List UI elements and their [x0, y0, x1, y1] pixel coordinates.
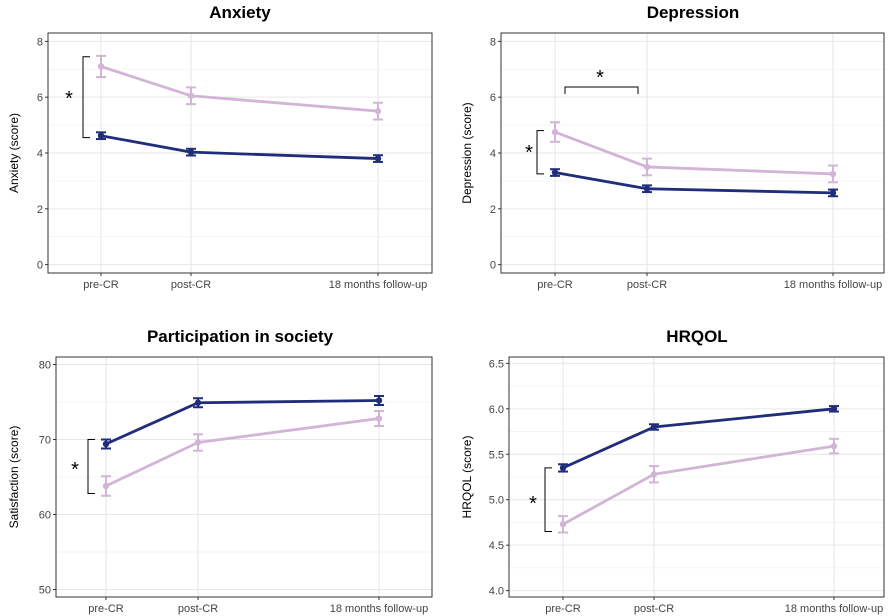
x-tick-label: 18 months follow-up: [784, 279, 882, 291]
series-line-1: [562, 444, 835, 526]
data-point: [650, 471, 658, 478]
series-line-2: [100, 134, 379, 160]
y-tick-label: 4: [37, 148, 43, 160]
data-point: [187, 92, 195, 99]
y-axis-label: Anxiety (score): [7, 113, 21, 193]
x-tick-label: post-CR: [627, 279, 667, 291]
data-point: [374, 155, 382, 162]
chart-title: Depression: [647, 3, 740, 22]
chart-title: HRQOL: [666, 327, 727, 346]
y-axis-label: Satisfaction (score): [7, 426, 21, 529]
data-point: [551, 128, 559, 136]
x-tick-label: post-CR: [171, 279, 211, 291]
series-line-1: [100, 65, 379, 113]
x-tick-label: post-CR: [178, 603, 218, 615]
data-point: [559, 464, 567, 472]
significance-bracket: [82, 56, 90, 139]
significance-star: *: [65, 88, 73, 110]
x-tick-label: pre-CR: [537, 279, 573, 291]
chart-panel-4: HRQOL HRQOL (score) 4.0 4.5 5.0 5.5 6.0 6.5 pre-…: [460, 327, 885, 615]
data-point: [194, 399, 202, 406]
series-line-2: [554, 171, 834, 195]
data-point: [102, 440, 110, 448]
data-point: [830, 442, 838, 450]
y-tick-label: 4: [490, 148, 496, 160]
significance-star: *: [529, 493, 537, 515]
data-point: [559, 521, 567, 528]
data-point: [829, 170, 837, 178]
significance-star: *: [525, 142, 533, 164]
x-tick-label: post-CR: [634, 603, 674, 615]
y-tick-label: 6: [490, 92, 496, 104]
x-tick-label: 18 months follow-up: [330, 603, 428, 615]
y-tick-label: 70: [39, 435, 51, 447]
data-point: [830, 405, 838, 413]
y-axis-label: HRQOL (score): [460, 436, 474, 519]
y-tick-label: 4.5: [489, 540, 504, 552]
significance-bracket: [564, 86, 639, 94]
data-point: [97, 132, 105, 139]
chart-title: Anxiety: [209, 3, 271, 22]
chart-panel-1: Anxiety Anxiety (score) 0 2 4 6 8 pre-CR post-CR…: [7, 3, 433, 291]
y-axis-label: Depression (score): [460, 102, 474, 203]
y-tick-label: 2: [490, 204, 496, 216]
significance-bracket: [536, 130, 544, 175]
chart-panel-3: Participation in society Satisfaction (sc…: [7, 327, 433, 615]
data-point: [187, 148, 195, 156]
significance-star: *: [71, 459, 79, 481]
data-point: [97, 63, 105, 70]
y-tick-label: 8: [490, 36, 496, 48]
panel-border: [508, 356, 885, 598]
data-point: [551, 169, 559, 176]
y-tick-label: 80: [39, 360, 51, 372]
series-line-2: [562, 407, 835, 470]
data-point: [375, 415, 383, 422]
x-tick-label: 18 months follow-up: [329, 279, 427, 291]
y-tick-label: 0: [490, 260, 496, 272]
data-point: [829, 189, 837, 197]
data-point: [643, 185, 651, 192]
data-point: [650, 423, 658, 431]
x-tick-label: pre-CR: [88, 603, 124, 615]
x-tick-label: pre-CR: [545, 603, 581, 615]
significance-bracket: [87, 439, 95, 494]
data-point: [375, 397, 383, 404]
y-tick-label: 50: [39, 585, 51, 597]
x-tick-label: pre-CR: [83, 279, 119, 291]
chart-panel-2: Depression Depression (score) 0 2 4 6 8 pre-CR p…: [460, 3, 885, 291]
data-point: [102, 482, 110, 490]
data-point: [374, 107, 382, 115]
y-tick-label: 5.0: [489, 495, 504, 507]
y-tick-label: 4.0: [489, 586, 504, 598]
significance-bracket: [544, 467, 552, 533]
y-tick-label: 60: [39, 510, 51, 522]
y-tick-label: 6.0: [489, 404, 504, 416]
x-tick-label: 18 months follow-up: [785, 603, 883, 615]
chart-title: Participation in society: [147, 327, 334, 346]
significance-star: *: [596, 67, 604, 89]
panel-border: [55, 356, 433, 598]
series-line-1: [105, 417, 380, 488]
y-tick-label: 6.5: [489, 358, 504, 370]
y-tick-label: 5.5: [489, 449, 504, 461]
data-point: [194, 439, 202, 446]
y-tick-label: 2: [37, 204, 43, 216]
y-tick-label: 0: [37, 260, 43, 272]
y-tick-label: 8: [37, 36, 43, 48]
data-point: [643, 163, 651, 171]
y-tick-label: 6: [37, 92, 43, 104]
